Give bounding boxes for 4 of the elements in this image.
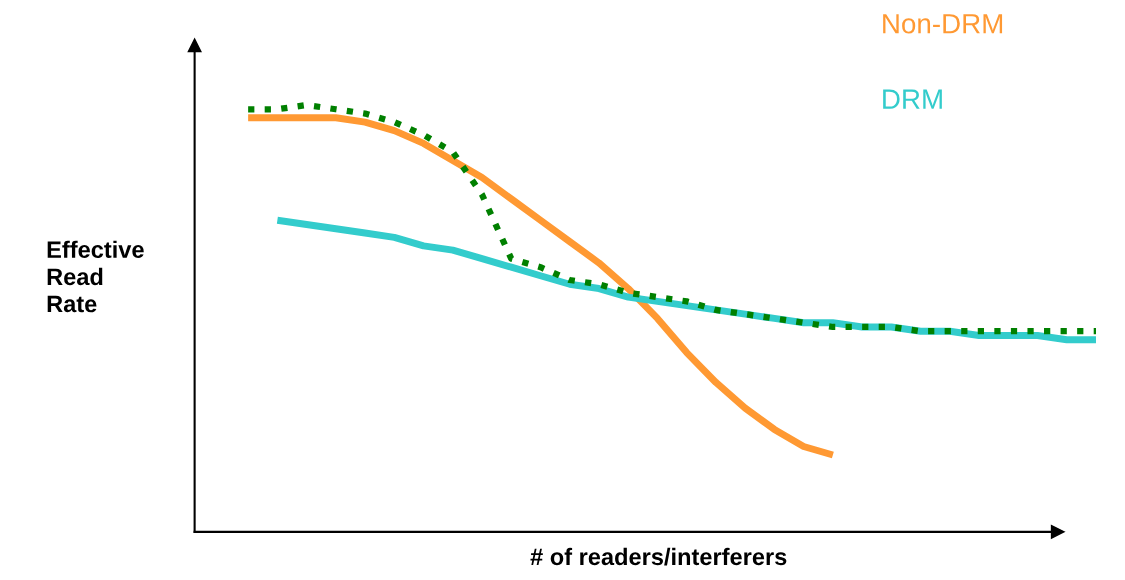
text: DRM [883, 89, 942, 109]
x-axis-title: # of readers/interferers [530, 547, 787, 566]
text: Non-DRM [883, 14, 1003, 34]
y-axis-title: Effective Read Rate [47, 240, 144, 313]
